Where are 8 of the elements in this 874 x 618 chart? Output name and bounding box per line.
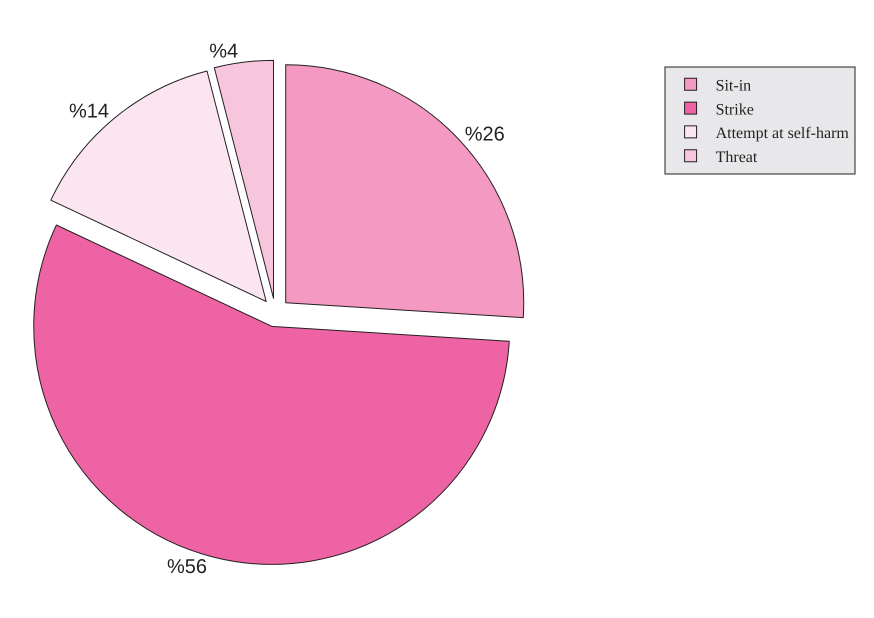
legend-label: Strike — [716, 101, 754, 118]
data-label: %14 — [68, 100, 109, 123]
data-label: %26 — [464, 124, 505, 146]
legend-label: Attempt at self-harm — [716, 125, 850, 142]
data-label: %56 — [167, 556, 208, 578]
legend-label: Sit-in — [716, 78, 752, 95]
legend-label: Threat — [716, 148, 758, 166]
data-label: %4 — [209, 40, 238, 62]
